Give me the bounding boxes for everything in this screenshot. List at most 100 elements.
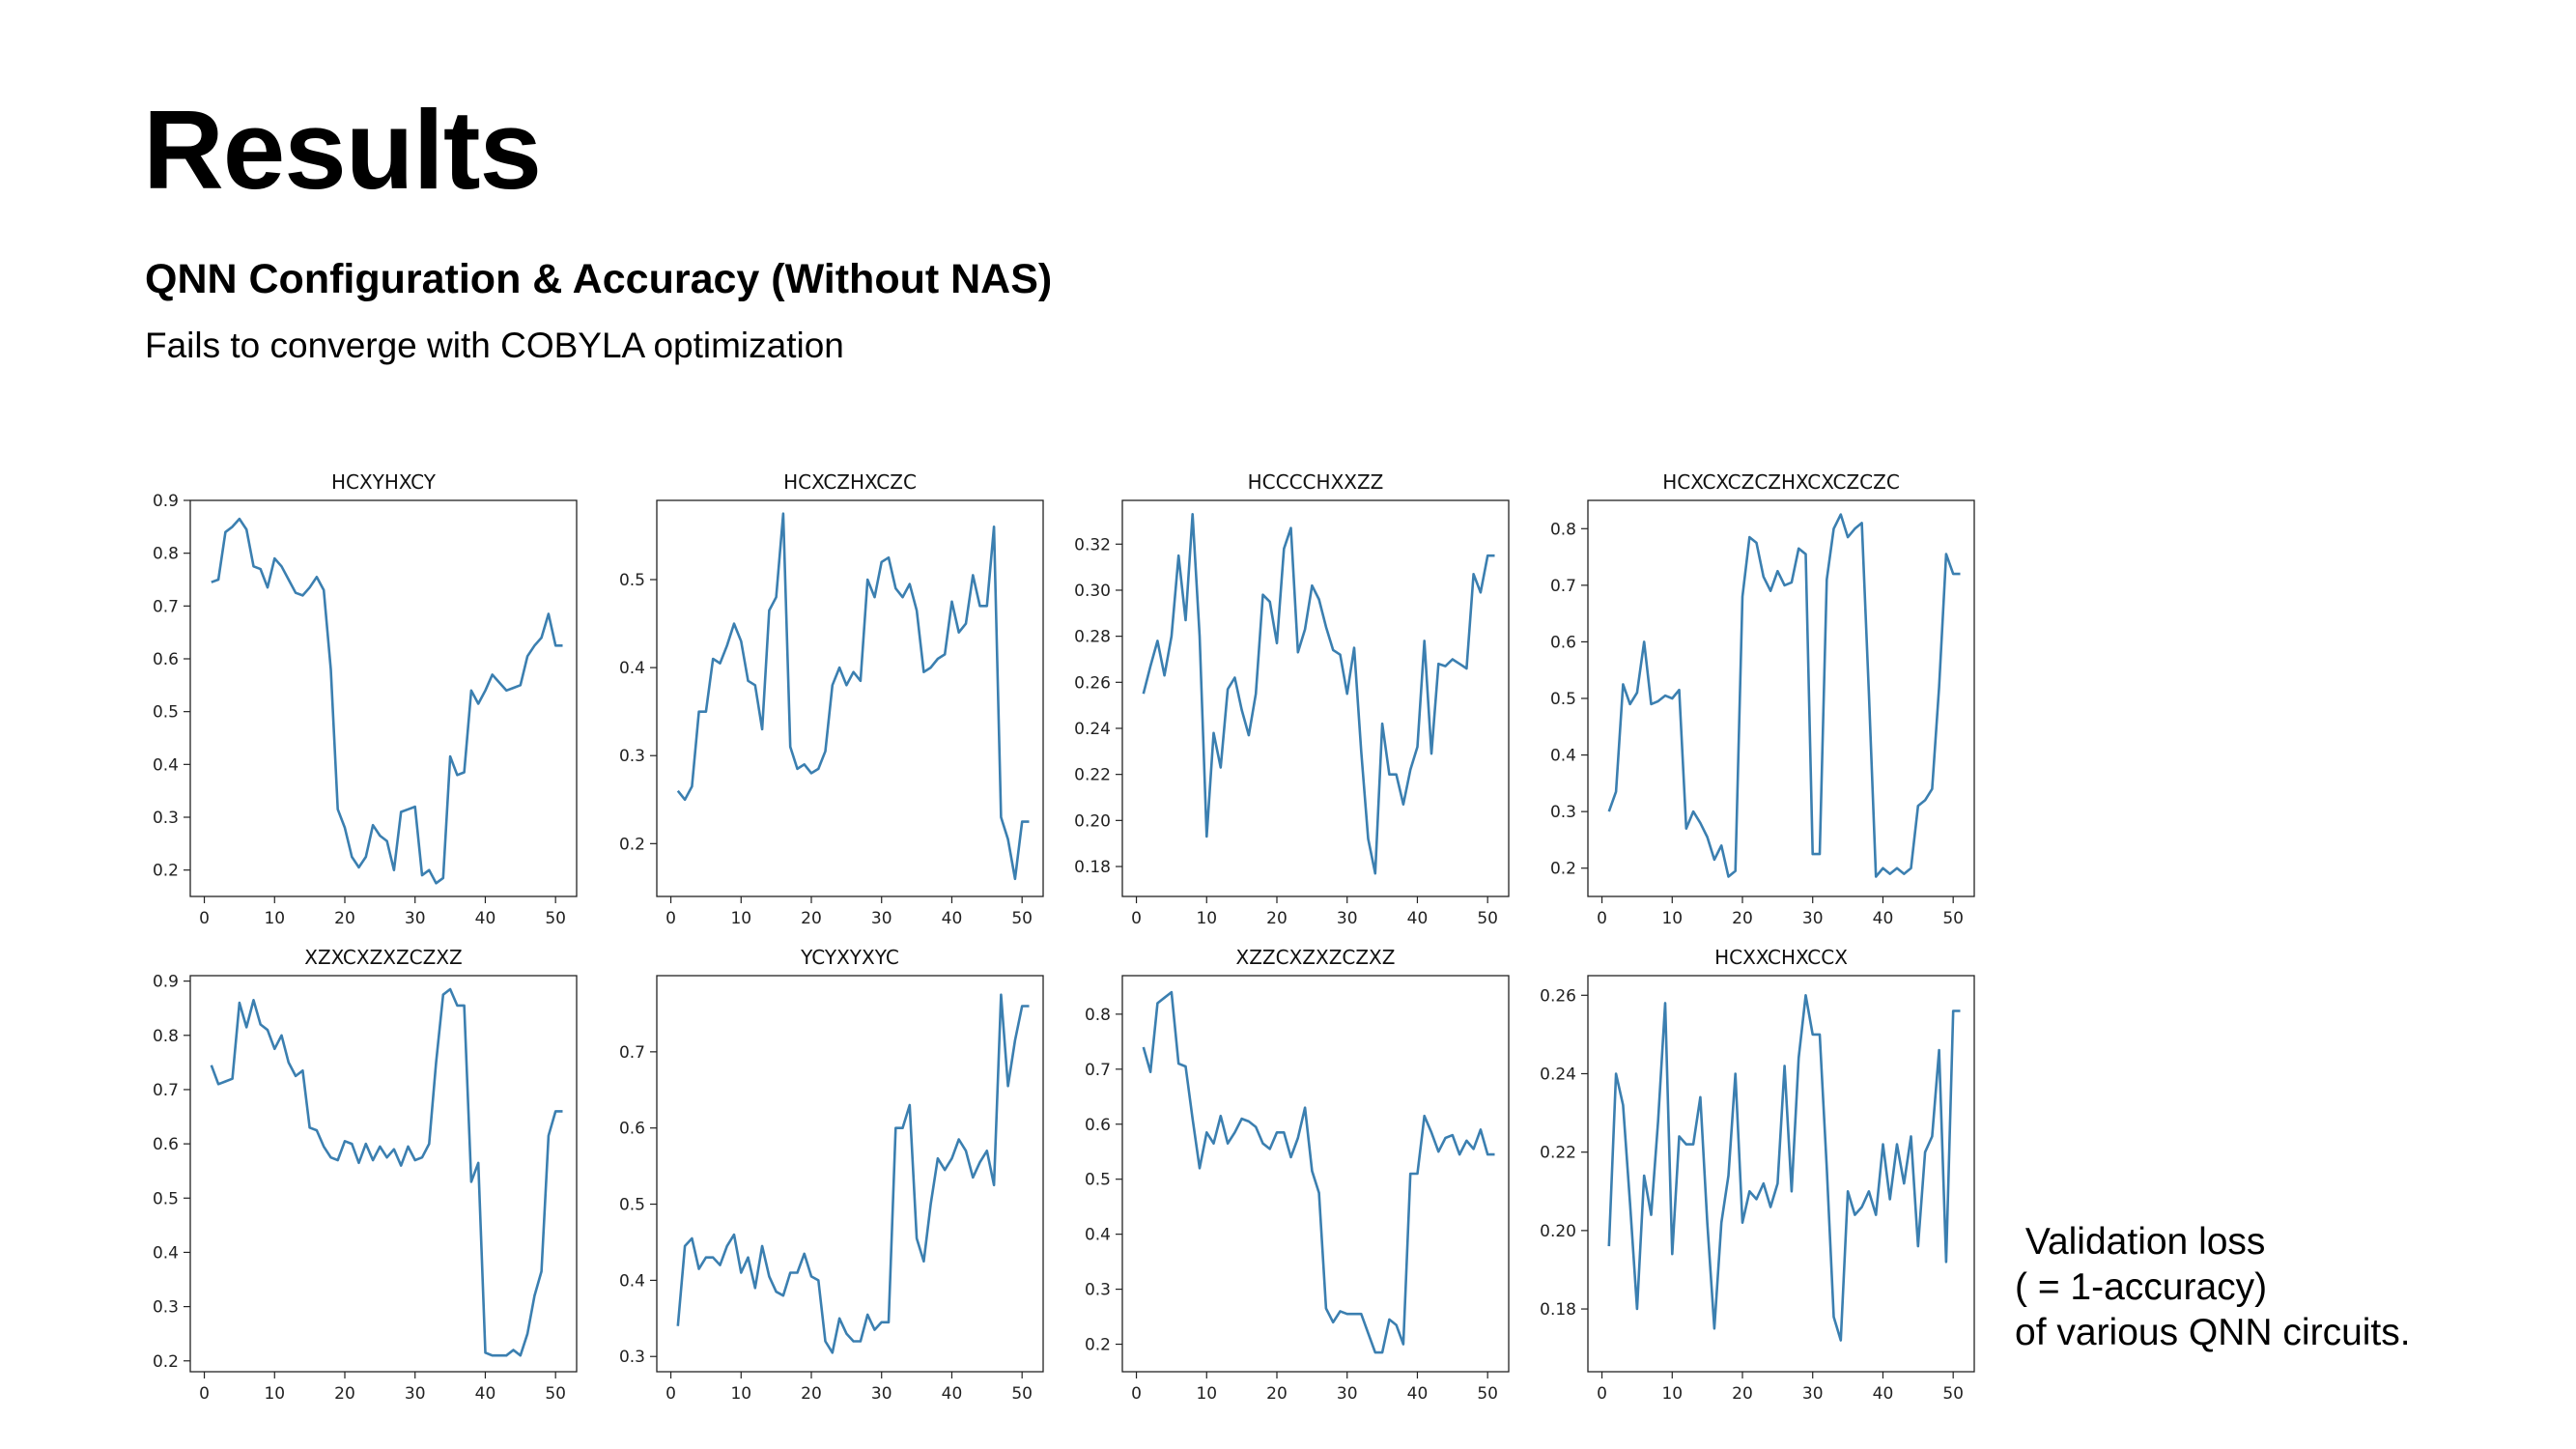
slide-subtitle: QNN Configuration & Accuracy (Without NA… bbox=[145, 256, 1053, 302]
y-tick-label: 0.2 bbox=[619, 835, 645, 854]
x-tick-label: 40 bbox=[942, 1384, 963, 1404]
y-tick-label: 0.24 bbox=[1074, 720, 1111, 739]
y-tick-label: 0.5 bbox=[153, 1189, 179, 1208]
panel-title: HCXCXCZCZHXCXCZCZC bbox=[1662, 470, 1900, 494]
plot-frame bbox=[1587, 975, 1975, 1373]
x-tick-label: 10 bbox=[730, 909, 751, 928]
y-tick-label: 0.3 bbox=[153, 809, 179, 828]
y-tick-label: 0.26 bbox=[1074, 673, 1111, 693]
y-tick-label: 0.5 bbox=[619, 1196, 645, 1215]
chart-panel-6: YCYXYXYC 0 10 20 30 40 50 0.3 0.4 0.5 0.6 0.7 bbox=[619, 946, 1044, 1404]
x-tick-label: 0 bbox=[1131, 1384, 1142, 1404]
panel-title: HCXXCHXCCX bbox=[1714, 946, 1848, 969]
series-line bbox=[211, 517, 563, 885]
y-tick-label: 0.18 bbox=[1540, 1300, 1576, 1320]
plot-frame bbox=[189, 975, 578, 1373]
x-tick-label: 50 bbox=[1477, 1384, 1498, 1404]
series-line bbox=[210, 987, 563, 1357]
panel-title: HCXCZHXCZC bbox=[783, 470, 917, 494]
y-tick-label: 0.7 bbox=[1085, 1061, 1111, 1080]
chart-panel-3: HCCCCHXXZZ 0 10 20 30 40 50 0.18 0.20 0.22 0.24 0.2… bbox=[1074, 470, 1510, 928]
y-tick-label: 0.2 bbox=[153, 1352, 179, 1372]
plot-frame bbox=[1587, 499, 1975, 897]
x-tick-label: 10 bbox=[264, 909, 285, 928]
x-tick-label: 10 bbox=[730, 1384, 751, 1404]
y-tick-label: 0.6 bbox=[1085, 1116, 1111, 1135]
y-tick-label: 0.8 bbox=[1550, 520, 1576, 539]
y-tick-label: 0.30 bbox=[1074, 582, 1111, 601]
y-tick-label: 0.8 bbox=[1085, 1006, 1111, 1025]
x-tick-label: 20 bbox=[1732, 1384, 1753, 1404]
x-tick-label: 50 bbox=[545, 1384, 566, 1404]
y-tick-label: 0.5 bbox=[1550, 690, 1576, 709]
y-tick-label: 0.4 bbox=[1550, 747, 1576, 766]
y-tick-label: 0.32 bbox=[1074, 535, 1111, 554]
plot-frame bbox=[1121, 975, 1510, 1373]
x-tick-label: 10 bbox=[264, 1384, 285, 1404]
y-tick-label: 0.7 bbox=[619, 1043, 645, 1063]
series-line bbox=[1607, 994, 1961, 1342]
y-tick-label: 0.22 bbox=[1074, 766, 1111, 785]
x-tick-label: 50 bbox=[1942, 1384, 1964, 1404]
y-tick-label: 0.7 bbox=[153, 1081, 179, 1100]
chart-panel-5: XZXCXZXZCZXZ 0 10 20 30 40 50 0.2 0.3 0.4 0.5 0.6 0.… bbox=[153, 946, 578, 1404]
y-tick-label: 0.3 bbox=[153, 1298, 179, 1318]
y-tick-label: 0.6 bbox=[619, 1120, 645, 1139]
series-line bbox=[1142, 512, 1495, 875]
x-tick-label: 20 bbox=[334, 1384, 355, 1404]
series-line bbox=[676, 993, 1030, 1354]
x-tick-label: 10 bbox=[1196, 909, 1217, 928]
panel-title: YCYXYXYC bbox=[800, 946, 899, 969]
caption-line-2: ( = 1-accuracy) bbox=[2015, 1266, 2268, 1308]
y-tick-label: 0.8 bbox=[153, 545, 179, 564]
y-tick-label: 0.5 bbox=[619, 571, 645, 590]
y-tick-label: 0.4 bbox=[153, 1243, 179, 1263]
x-tick-label: 0 bbox=[1131, 909, 1142, 928]
y-tick-label: 0.7 bbox=[153, 597, 179, 616]
x-tick-label: 20 bbox=[1732, 909, 1753, 928]
y-tick-label: 0.2 bbox=[1085, 1336, 1111, 1355]
x-tick-label: 40 bbox=[1407, 909, 1429, 928]
x-tick-label: 40 bbox=[475, 909, 496, 928]
y-tick-label: 0.4 bbox=[619, 659, 645, 678]
slide-title: Results bbox=[143, 87, 542, 213]
x-tick-label: 50 bbox=[1011, 1384, 1033, 1404]
y-tick-label: 0.20 bbox=[1074, 811, 1111, 831]
x-tick-label: 20 bbox=[334, 909, 355, 928]
y-tick-label: 0.6 bbox=[1550, 633, 1576, 652]
chart-panel-8: HCXXCHXCCX 0 10 20 30 40 50 0.18 0.20 0.22 0.24 0.2… bbox=[1540, 946, 1975, 1404]
x-tick-label: 40 bbox=[475, 1384, 496, 1404]
caption: Validation loss ( = 1-accuracy) of vario… bbox=[2015, 1219, 2411, 1355]
series-line bbox=[1142, 990, 1495, 1354]
y-tick-label: 0.8 bbox=[153, 1027, 179, 1046]
x-tick-label: 40 bbox=[942, 909, 963, 928]
x-tick-label: 30 bbox=[871, 1384, 892, 1404]
x-tick-label: 30 bbox=[1337, 909, 1358, 928]
x-tick-label: 30 bbox=[1802, 909, 1824, 928]
y-tick-label: 0.6 bbox=[153, 650, 179, 669]
y-tick-label: 0.26 bbox=[1540, 986, 1576, 1006]
panel-title: XZZCXZXZCZXZ bbox=[1236, 946, 1396, 969]
x-tick-label: 30 bbox=[405, 1384, 426, 1404]
series-line bbox=[1607, 513, 1961, 878]
y-tick-label: 0.2 bbox=[153, 862, 179, 881]
x-tick-label: 50 bbox=[1477, 909, 1498, 928]
y-tick-label: 0.3 bbox=[619, 1348, 645, 1367]
y-tick-label: 0.28 bbox=[1074, 628, 1111, 647]
x-tick-label: 20 bbox=[1266, 909, 1288, 928]
chart-panel-7: XZZCXZXZCZXZ 0 10 20 30 40 50 0.2 0.3 0.4 0.5 0.6 0.… bbox=[1085, 946, 1510, 1404]
x-tick-label: 40 bbox=[1873, 1384, 1894, 1404]
caption-line-1: Validation loss bbox=[2015, 1221, 2266, 1263]
series-line bbox=[676, 512, 1030, 881]
x-tick-label: 0 bbox=[665, 1384, 676, 1404]
chart-panel-1: HCXYHXCY 0 10 20 30 40 50 0.2 0.3 0.4 0.5 0.6 0.7 0.8… bbox=[153, 470, 578, 928]
x-tick-label: 0 bbox=[1597, 909, 1607, 928]
plot-frame bbox=[656, 975, 1044, 1373]
plot-frame bbox=[656, 499, 1044, 897]
chart-panel-2: HCXCZHXCZC 0 10 20 30 40 50 0.2 0.3 0.4 0.5 bbox=[619, 470, 1044, 928]
x-tick-label: 40 bbox=[1407, 1384, 1429, 1404]
y-tick-label: 0.4 bbox=[1085, 1226, 1111, 1245]
x-tick-label: 0 bbox=[199, 909, 210, 928]
panel-title: HCXYHXCY bbox=[331, 470, 437, 494]
